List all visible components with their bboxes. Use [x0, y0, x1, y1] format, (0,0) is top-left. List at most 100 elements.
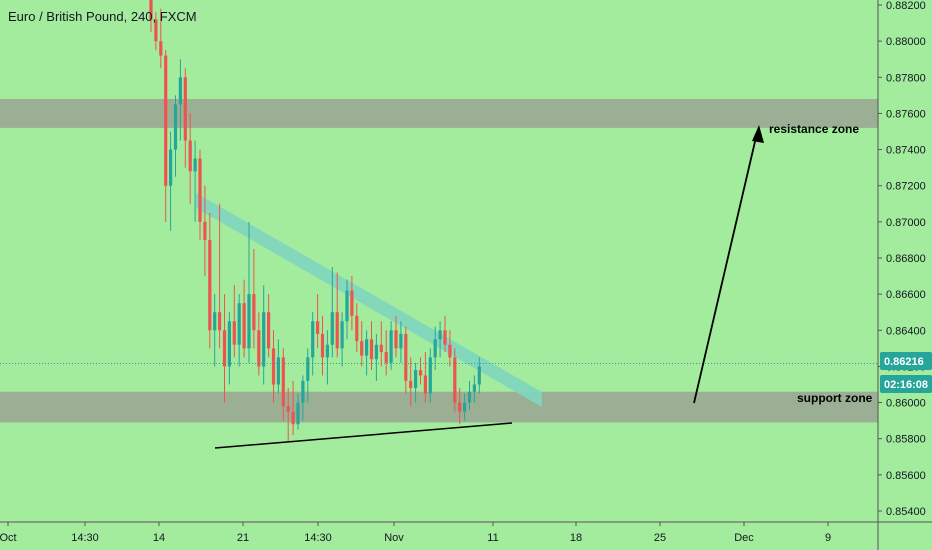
candle: [320, 315, 325, 376]
candle-body: [428, 357, 432, 394]
candle: [286, 388, 290, 443]
candle: [374, 333, 378, 381]
candle: [316, 294, 320, 349]
candle: [325, 330, 329, 385]
candle-body: [467, 391, 472, 403]
candle-body: [360, 341, 364, 356]
price-tick-label: 0.85800: [886, 434, 926, 446]
candle-body: [222, 330, 227, 367]
candle: [340, 312, 344, 367]
candle: [291, 380, 295, 436]
candle: [178, 59, 182, 141]
candle-body: [173, 104, 178, 150]
candle: [164, 50, 168, 222]
candle-body: [369, 339, 374, 360]
candle: [384, 330, 388, 376]
candle: [355, 303, 359, 352]
candle-body: [355, 315, 359, 342]
candle: [188, 113, 192, 204]
support-zone: [0, 391, 878, 423]
candle-body: [335, 312, 339, 349]
candle: [448, 330, 452, 367]
price-tick-label: 0.86400: [886, 325, 926, 337]
candle: [433, 326, 437, 371]
candle-body: [374, 344, 378, 360]
candle-body: [438, 330, 442, 340]
candle-body: [252, 294, 256, 331]
candle-body: [237, 303, 241, 345]
candle: [306, 348, 310, 403]
candle: [173, 95, 178, 177]
time-tick-label: Dec: [734, 532, 754, 544]
candle-body: [325, 344, 329, 358]
candle-body: [178, 77, 182, 105]
channel-layer: [196, 193, 542, 407]
candle-body: [203, 221, 207, 240]
candle-body: [306, 357, 310, 381]
price-tick-label: 0.85600: [886, 470, 926, 482]
candle: [365, 330, 369, 376]
candle-body: [213, 312, 217, 331]
candle: [281, 348, 285, 421]
candle-body: [443, 330, 447, 345]
candle-body: [472, 384, 476, 392]
candle: [404, 326, 408, 394]
candle: [335, 272, 339, 358]
candles-layer: [149, 0, 481, 443]
candle-body: [154, 19, 158, 42]
candle-body: [267, 312, 271, 349]
price-tick-label: 0.85400: [886, 506, 926, 518]
candle-body: [448, 344, 452, 358]
candle: [453, 348, 457, 412]
candle-body: [198, 158, 202, 222]
candle: [208, 212, 212, 349]
descending-channel: [196, 193, 542, 407]
candle: [345, 279, 349, 340]
candle-body: [242, 303, 246, 349]
price-tick-label: 0.87200: [886, 181, 926, 193]
candle: [271, 330, 276, 403]
candle: [423, 351, 427, 403]
candle: [458, 388, 462, 425]
price-tick-label: 0.86800: [886, 253, 926, 265]
time-tick-label: 18: [570, 532, 582, 544]
candle-body: [345, 290, 349, 322]
candle: [477, 357, 481, 394]
time-tick-label: 14:30: [304, 532, 332, 544]
price-badge-bg: [880, 352, 932, 370]
candle: [227, 312, 231, 385]
candle-body: [247, 294, 251, 349]
candle: [350, 276, 354, 331]
candle-body: [433, 339, 437, 358]
candle: [414, 362, 418, 403]
candle: [262, 285, 266, 385]
candle: [418, 357, 423, 385]
candle: [311, 312, 315, 376]
candle: [360, 321, 364, 367]
candle-body: [271, 348, 276, 385]
candle-body: [311, 321, 315, 358]
candle-body: [262, 312, 266, 367]
candle: [296, 393, 300, 430]
candle: [242, 279, 246, 358]
time-tick-label: 25: [654, 532, 666, 544]
candle-body: [399, 333, 403, 349]
candle-body: [169, 149, 173, 186]
candle: [467, 380, 472, 410]
time-tick-label: 11: [487, 532, 498, 544]
candle-body: [257, 330, 261, 367]
candle: [213, 294, 217, 367]
candle: [257, 312, 261, 376]
time-tick-label: 9: [825, 532, 831, 544]
candle-body: [227, 321, 231, 367]
zones-layer: [0, 98, 878, 423]
price-tick-label: 0.87400: [886, 145, 926, 157]
candle-body: [164, 55, 168, 186]
candle-body: [463, 402, 467, 412]
time-tick-label: Oct: [0, 532, 17, 544]
price-badge: 0.86216 02:16:08: [880, 352, 932, 393]
price-axis-panel: [878, 0, 932, 550]
